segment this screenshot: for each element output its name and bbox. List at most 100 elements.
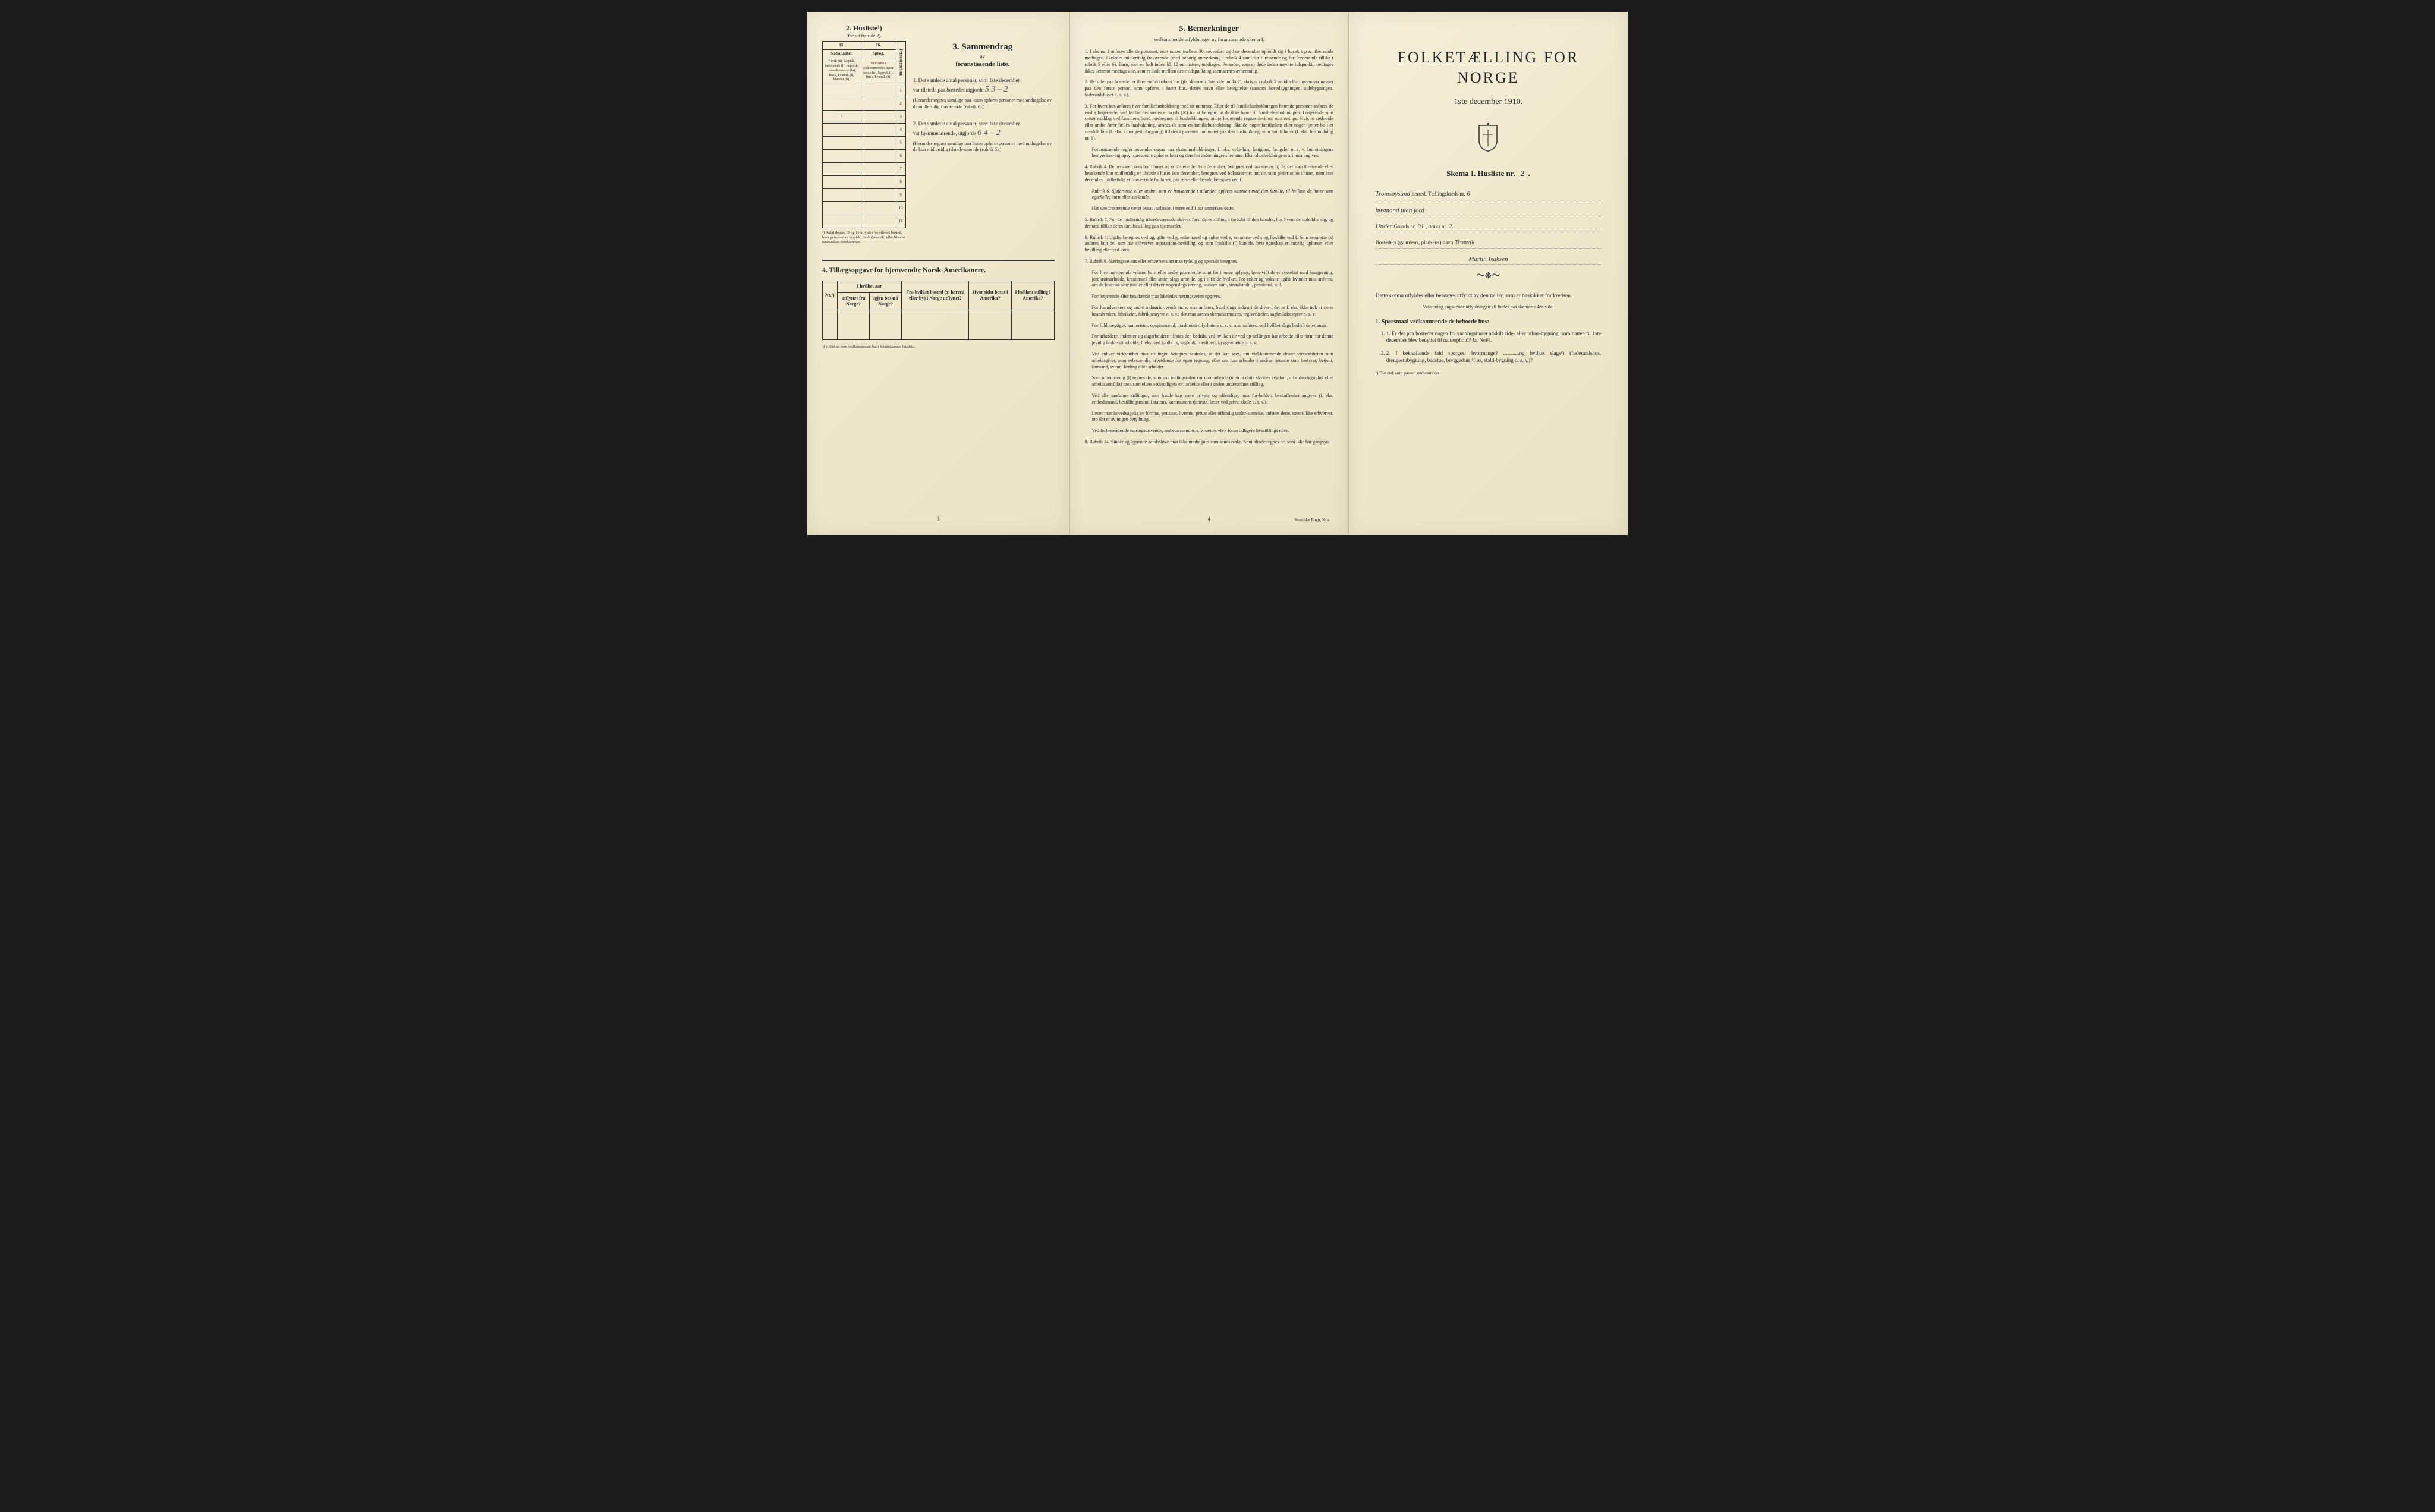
herred-label: herred. Tællingskreds nr.	[1412, 191, 1465, 197]
th-hvor: Hvor sidst bosat i Amerika?	[969, 281, 1012, 310]
line2: husmand uten jord	[1376, 206, 1601, 216]
sammendrag-av: av	[913, 53, 1052, 61]
bemerkninger-title: 5. Bemerkninger	[1085, 24, 1333, 34]
col-side: Personernes nr.	[896, 41, 905, 84]
remark-item: Lever man hovedsagelig av formue, pensio…	[1092, 411, 1333, 424]
section4-footnote: ²) ɔ: Det nr. som vedkommende har i fora…	[822, 345, 1055, 349]
remark-item: 4. Rubrik 4. De personer, som bor i huse…	[1085, 164, 1333, 183]
row-num: 10	[896, 202, 905, 215]
husliste-title: 2. Husliste¹)	[822, 24, 906, 33]
question-2: 2. I bekræftende fald spørges: hvormange…	[1386, 350, 1601, 364]
col16-header: Sprog,	[861, 50, 896, 58]
remark-item: Som arbeidsledig (l) regnes de, som paa …	[1092, 375, 1333, 388]
page3-footnote: ¹) Det ord, som passer, understrekes.	[1376, 370, 1601, 376]
item1-main: var tilstede paa bostedet utgjorde	[913, 87, 984, 93]
row-num: 9	[896, 189, 905, 202]
th-igjen: igjen bosat i Norge?	[870, 292, 902, 310]
question-title: 1. Spørsmaal vedkommende de beboede hus:	[1376, 318, 1601, 326]
husliste-footnote: ¹) Rubrikkerne 15 og 16 utfyldes for eth…	[822, 231, 906, 244]
skema-label: Skema I. Husliste nr.	[1446, 169, 1515, 178]
sammendrag-item-1: 1. Det samlede antal personer, som 1ste …	[913, 77, 1052, 110]
census-date: 1ste december 1910.	[1364, 97, 1613, 108]
remark-item: 1. I skema 1 anføres alle de personer, s…	[1085, 49, 1333, 74]
remark-item: 3. For hvert hus anføres hver familiehus…	[1085, 103, 1333, 142]
item2-handwritten: 6 4 – 2	[977, 128, 1001, 137]
col15-header: Nationalitet.	[823, 50, 861, 58]
remark-item: 5. Rubrik 7. For de midlertidig tilstede…	[1085, 217, 1333, 230]
skema-number-handwritten: 2	[1517, 169, 1528, 178]
remark-item: Ved forhenværende næringsdrivende, embed…	[1092, 428, 1333, 434]
row-num: 5	[896, 137, 905, 150]
gaard-handwritten: 91	[1417, 223, 1424, 230]
page-center: 5. Bemerkninger vedkommende utfyldningen…	[1070, 12, 1349, 535]
instr-2: Veiledning angaaende utfyldningen vil fi…	[1376, 304, 1601, 310]
skema-line: Skema I. Husliste nr. 2.	[1364, 169, 1613, 179]
husliste-section: 2. Husliste¹) (fortsat fra side 2). 15. …	[822, 24, 906, 245]
line2-handwritten: husmand uten jord	[1376, 207, 1424, 214]
th-group1: I hvilket aar	[837, 281, 902, 292]
bosted-line: Bostedets (gaardens, pladsens) navn Tron…	[1376, 238, 1601, 248]
question-1: 1. Er der paa bostedet nogen fra vaaning…	[1386, 330, 1601, 344]
instructions: Dette skema utfyldes eller besørges utfy…	[1376, 292, 1601, 364]
th-fra: Fra hvilket bosted (ɔ: herred eller by) …	[902, 281, 969, 310]
item1-paren: (Herunder regnes samtlige paa listen opf…	[913, 97, 1052, 110]
row-num: 1	[896, 84, 905, 97]
row-num: 3	[896, 111, 905, 124]
remark-item: For haandverkere og andre industridriven…	[1092, 305, 1333, 318]
remark-item: 2. Hvis der paa bostedet er flere end ét…	[1085, 79, 1333, 98]
sammendrag-section: 3. Sammendrag av foranstaaende liste. 1.…	[913, 24, 1052, 245]
sammendrag-item-2: 2. Det samlede antal personer, som 1ste …	[913, 121, 1052, 153]
remark-item: For arbeidere, inderster og dagarbeidere…	[1092, 333, 1333, 346]
row-num: 4	[896, 124, 905, 137]
item1-pre: 1. Det samlede antal personer, som 1ste …	[913, 77, 1020, 83]
row-num: 2	[896, 97, 905, 111]
page-left: 2. Husliste¹) (fortsat fra side 2). 15. …	[807, 12, 1070, 535]
th-stilling: I hvilken stilling i Amerika?	[1011, 281, 1054, 310]
col-16: 16.	[861, 41, 896, 49]
herred-handwritten: Tromsøysund	[1376, 190, 1410, 197]
kreds-handwritten: 6	[1467, 190, 1470, 197]
row-num: 8	[896, 176, 905, 189]
bemerkninger-subtitle: vedkommende utfyldningen av foranstaaend…	[1085, 36, 1333, 43]
remark-item: For fuldmægtiger, kontorister, opsynsmæn…	[1092, 323, 1333, 329]
remark-item: 8. Rubrik 14. Sinker og lignende aandssl…	[1085, 439, 1333, 446]
table-amerikanere: Nr.²) I hvilket aar Fra hvilket bosted (…	[822, 281, 1055, 340]
main-title: FOLKETÆLLING FOR NORGE	[1364, 48, 1613, 88]
bemerkninger-list: 1. I skema 1 anføres alle de personer, s…	[1085, 49, 1333, 445]
bruks-label: , bruks nr.	[1426, 223, 1447, 229]
instr-1: Dette skema utfyldes eller besørges utfy…	[1376, 292, 1601, 300]
document-spread: 2. Husliste¹) (fortsat fra side 2). 1 5. …	[807, 12, 1628, 535]
remark-item: 6. Rubrik 8. Ugifte betegnes ved ug, gif…	[1085, 235, 1333, 254]
remark-item: Rubrik 6. Sjøfarende eller andre, som er…	[1092, 188, 1333, 201]
row-num: 11	[896, 215, 905, 228]
gaard-line: Under Gaards nr. 91 , bruks nr. 2.	[1376, 222, 1601, 232]
col15-body: Norsk (n), lappisk, fastboende (lf), lap…	[823, 58, 861, 84]
row-num: 6	[896, 150, 905, 163]
page-number: 3	[937, 516, 940, 523]
sammendrag-title: 3. Sammendrag	[913, 42, 1052, 53]
remark-item: Ved alle saadanne stillinger, som baade …	[1092, 393, 1333, 406]
remark-item: Har den fraværende været bosat i utlande…	[1092, 206, 1333, 212]
page-number: 4	[1207, 516, 1210, 523]
gaard-label: Gaards nr.	[1394, 223, 1416, 229]
page-right: FOLKETÆLLING FOR NORGE 1ste december 191…	[1349, 12, 1628, 535]
husliste-subtitle: (fortsat fra side 2).	[822, 33, 906, 39]
sammendrag-sub: foranstaaende liste.	[913, 60, 1052, 68]
publisher: Steen'ske Bogtr. Kr.a.	[1294, 518, 1330, 523]
section4-title: 4. Tillægsopgave for hjemvendte Norsk-Am…	[822, 260, 1055, 275]
th-nr: Nr.²)	[823, 281, 838, 310]
item2-pre: 2. Det samlede antal personer, som 1ste …	[913, 121, 1020, 127]
row-num: 7	[896, 163, 905, 176]
remark-item: For losjerende eller besøkende maa likel…	[1092, 294, 1333, 300]
form-fields: Tromsøysund herred. Tællingskreds nr. 6 …	[1376, 190, 1601, 264]
name-handwritten: Martin Isaksen	[1468, 256, 1508, 263]
husliste-table: 15. 16. Personernes nr. Nationalitet. Sp…	[822, 41, 906, 228]
col16-body: som tales i vedkommendes hjem: norsk (n)…	[861, 58, 896, 84]
coat-of-arms-icon	[1364, 122, 1613, 155]
bruks-handwritten: 2	[1449, 223, 1452, 230]
gaard-pre-handwritten: Under	[1376, 223, 1392, 230]
herred-line: Tromsøysund herred. Tællingskreds nr. 6	[1376, 190, 1601, 200]
flourish-icon: ～❋～	[1364, 271, 1613, 282]
section-4: 4. Tillægsopgave for hjemvendte Norsk-Am…	[822, 260, 1055, 350]
item2-main: var hjemmehørende, utgjorde	[913, 130, 976, 136]
